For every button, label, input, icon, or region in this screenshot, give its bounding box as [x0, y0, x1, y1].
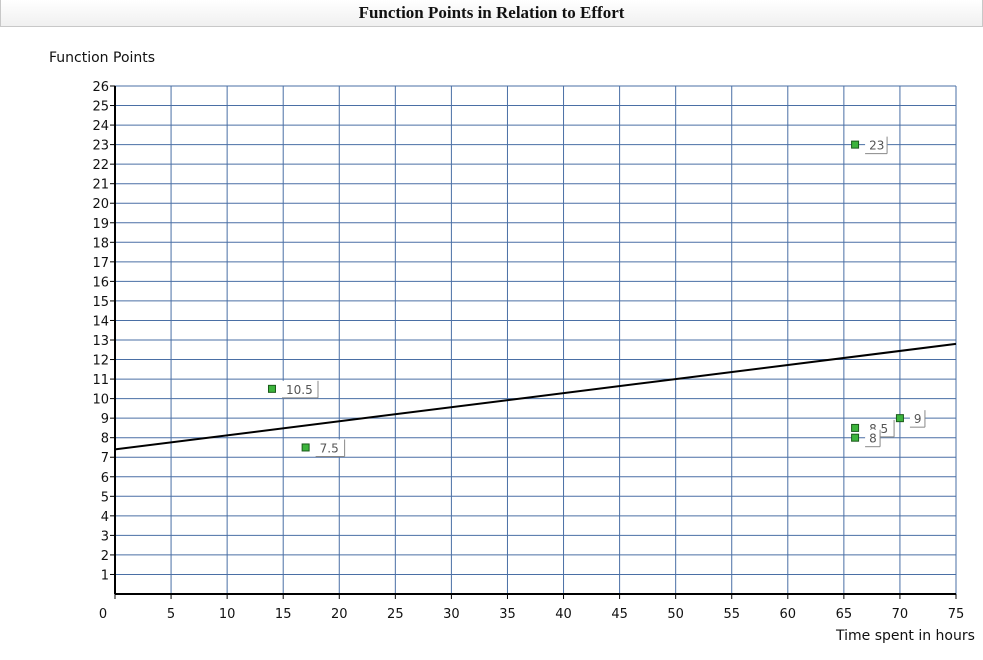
- point-label-box: [865, 136, 888, 154]
- x-tick-label: 15: [275, 607, 292, 622]
- point-marker: [851, 433, 860, 442]
- data-point: 9: [895, 410, 926, 428]
- y-tick-label: 4: [101, 510, 109, 525]
- y-tick-label: 15: [92, 295, 109, 310]
- y-tick-label: 1: [101, 568, 109, 583]
- y-tick-label: 10: [92, 393, 109, 408]
- x-tick-label: 75: [948, 607, 965, 622]
- trendline-group: [114, 342, 957, 451]
- y-tick-label: 3: [101, 529, 109, 544]
- y-tick-label: 7: [101, 451, 109, 466]
- trendline: [114, 342, 957, 451]
- y-tick-label: 19: [92, 217, 109, 232]
- point-marker: [851, 140, 860, 149]
- chart-title: Function Points in Relation to Effort: [0, 0, 983, 27]
- y-tick-label: 22: [92, 158, 109, 173]
- axes: [110, 85, 957, 599]
- point-label: 10.5: [286, 383, 313, 397]
- y-tick-label: 16: [92, 275, 109, 290]
- y-tick-label: 26: [92, 80, 109, 95]
- y-tick-label: 18: [92, 236, 109, 251]
- tick-labels: 1234567891011121314151617181920212223242…: [92, 80, 964, 622]
- x-tick-label: 65: [836, 607, 853, 622]
- x-tick-label: 45: [611, 607, 628, 622]
- x-tick-label: 20: [331, 607, 348, 622]
- x-tick-label: 55: [723, 607, 740, 622]
- x-tick-label: 60: [780, 607, 797, 622]
- point-label-box: [281, 380, 318, 398]
- point-label: 8: [869, 432, 877, 446]
- y-tick-label: 9: [101, 412, 109, 427]
- x-tick-label: 30: [443, 607, 460, 622]
- x-tick-label: 35: [499, 607, 516, 622]
- point-label: 9: [914, 412, 922, 426]
- point-label-box: [909, 410, 925, 428]
- data-point: 7.5: [301, 439, 346, 457]
- x-axis-label: Time spent in hours: [836, 628, 975, 644]
- point-label-box: [865, 429, 881, 447]
- x-tick-label: 5: [167, 607, 175, 622]
- y-tick-label: 14: [92, 314, 109, 329]
- y-tick-label: 12: [92, 354, 109, 369]
- y-tick-label: 23: [92, 139, 109, 154]
- x-tick-label: 0: [99, 607, 107, 622]
- point-label: 7.5: [320, 441, 339, 455]
- point-marker: [895, 414, 904, 423]
- y-tick-label: 11: [92, 373, 109, 388]
- point-label: 23: [869, 139, 884, 153]
- x-tick-label: 10: [219, 607, 236, 622]
- grid: [115, 85, 957, 594]
- point-marker: [851, 423, 860, 432]
- point-marker: [267, 384, 276, 393]
- x-tick-label: 70: [892, 607, 909, 622]
- y-tick-label: 21: [92, 178, 109, 193]
- data-point: 10.5: [267, 380, 319, 399]
- y-tick-label: 17: [92, 256, 109, 271]
- data-point: 23: [851, 136, 888, 155]
- y-axis-label: Function Points: [49, 50, 156, 66]
- x-tick-label: 50: [667, 607, 684, 622]
- y-tick-label: 8: [101, 432, 109, 447]
- y-tick-label: 25: [92, 100, 109, 115]
- y-tick-label: 20: [92, 197, 109, 212]
- x-tick-label: 40: [555, 607, 572, 622]
- data-point: 8: [851, 429, 881, 448]
- y-tick-label: 6: [101, 471, 109, 486]
- y-tick-label: 2: [101, 549, 109, 564]
- point-marker: [301, 443, 310, 452]
- point-label-box: [315, 439, 345, 457]
- x-tick-label: 25: [387, 607, 404, 622]
- y-tick-label: 24: [92, 119, 109, 134]
- y-tick-label: 13: [92, 334, 109, 349]
- y-tick-label: 5: [101, 490, 109, 505]
